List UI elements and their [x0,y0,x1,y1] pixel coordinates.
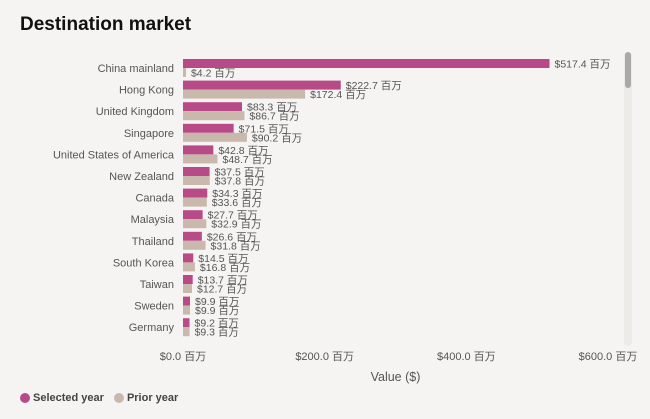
bar-prior-year[interactable] [183,219,207,229]
value-label-prior: $9.3 百万 [195,327,239,339]
legend-label-selected: Selected year [33,392,104,404]
value-label-selected: $42.8 百万 [218,145,268,157]
category-label: Hong Kong [119,85,174,97]
legend-item-selected-year[interactable]: Selected year [20,392,104,404]
bar-prior-year[interactable] [183,68,186,77]
bar-prior-year[interactable] [183,154,218,164]
value-label-selected: $37.5 百万 [215,167,265,179]
value-label-prior: $37.8 百万 [215,176,265,188]
bar-selected-year[interactable] [183,145,214,155]
bar-selected-year[interactable] [183,80,341,90]
bar-selected-year[interactable] [183,102,243,112]
bar-selected-year[interactable] [183,231,202,241]
category-label: Taiwan [140,279,174,291]
bar-prior-year[interactable] [183,305,191,315]
category-label: Malaysia [131,214,175,226]
chart-scrollbar[interactable] [624,52,632,346]
value-label-prior: $33.6 百万 [212,197,262,209]
bar-selected-year[interactable] [183,296,191,306]
category-label: United States of America [53,149,175,161]
bar-selected-year[interactable] [183,167,210,176]
bar-prior-year[interactable] [183,284,192,293]
bar-selected-year[interactable] [183,210,203,220]
x-axis-title: Value ($) [371,370,421,384]
value-label-selected: $9.2 百万 [195,318,239,330]
category-label: South Korea [113,257,175,269]
selected-year-swatch-icon [20,393,30,403]
value-label-selected: $517.4 百万 [554,59,610,71]
bar-selected-year[interactable] [183,318,190,328]
legend-item-prior-year[interactable]: Prior year [113,392,179,404]
bar-prior-year[interactable] [183,197,207,207]
category-label: Thailand [132,236,174,248]
value-label-prior: $12.7 百万 [197,284,247,296]
bar-prior-year[interactable] [183,89,306,99]
value-label-prior: $90.2 百万 [252,132,302,144]
value-label-prior: $86.7 百万 [249,111,299,123]
x-tick-label: $200.0 百万 [295,351,354,363]
legend-label-prior: Prior year [126,392,179,404]
bar-selected-year[interactable] [183,275,193,284]
bar-prior-year[interactable] [183,132,247,142]
bar-prior-year[interactable] [183,176,210,185]
bar-selected-year[interactable] [183,188,208,198]
value-label-prior: $9.9 百万 [195,305,239,317]
value-label-selected: $14.5 百万 [198,253,248,265]
value-label-selected: $71.5 百万 [239,123,289,135]
bar-prior-year[interactable] [183,262,195,272]
category-label: New Zealand [109,171,174,183]
category-label: Germany [129,322,175,334]
bar-prior-year[interactable] [183,327,190,337]
bar-selected-year[interactable] [183,59,550,68]
value-label-selected: $13.7 百万 [198,275,248,287]
value-label-prior: $31.8 百万 [211,240,261,252]
prior-year-swatch-icon [113,393,124,403]
value-label-selected: $9.9 百万 [195,296,239,308]
category-label: Sweden [134,301,174,313]
legend: Selected year Prior year [20,392,182,404]
category-label: United Kingdom [96,106,174,118]
bar-selected-year[interactable] [183,123,234,133]
chart-title: Destination market [20,14,192,35]
x-tick-label: $0.0 百万 [160,351,206,363]
value-label-prior: $4.2 百万 [191,68,235,80]
bar-selected-year[interactable] [183,253,194,263]
value-label-prior: $172.4 百万 [310,89,366,101]
scrollbar-thumb[interactable] [625,52,631,88]
value-label-selected: $34.3 百万 [212,188,262,200]
value-label-prior: $16.8 百万 [200,262,250,274]
value-label-prior: $32.9 百万 [211,219,261,231]
x-tick-label: $600.0 百万 [579,351,638,363]
value-label-selected: $27.7 百万 [208,210,258,222]
category-label: Canada [135,193,174,205]
bar-prior-year[interactable] [183,111,245,121]
bar-prior-year[interactable] [183,240,206,250]
category-label: Singapore [124,128,174,140]
value-label-selected: $26.6 百万 [207,231,257,243]
value-label-selected: $222.7 百万 [346,80,402,92]
value-label-prior: $48.7 百万 [222,154,272,166]
x-tick-label: $400.0 百万 [437,351,496,363]
value-label-selected: $83.3 百万 [247,102,297,114]
category-label: China mainland [98,63,174,75]
